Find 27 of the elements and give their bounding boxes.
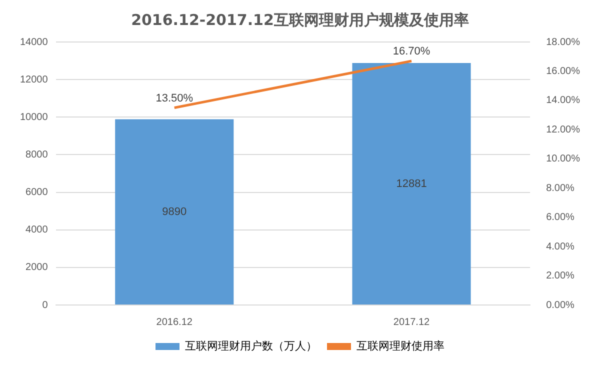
x-tick-label: 2016.12	[156, 316, 193, 328]
y-tick-label: 12000	[20, 74, 48, 86]
data-label: 12881	[396, 178, 427, 190]
y2-tick-label: 4.00%	[546, 241, 575, 252]
y-tick-label: 4000	[26, 224, 48, 236]
y2-tick-label: 18.00%	[546, 36, 580, 48]
y2-tick-label: 16.00%	[546, 66, 580, 77]
data-label: 13.50%	[156, 92, 194, 104]
y-tick-label: 14000	[20, 36, 48, 48]
y-tick-label: 0	[42, 300, 48, 311]
y2-tick-label: 6.00%	[546, 212, 575, 224]
y-tick-label: 8000	[26, 149, 48, 160]
y-tick-label: 6000	[26, 187, 48, 198]
y2-tick-label: 12.00%	[546, 124, 580, 136]
y2-tick-label: 0.00%	[546, 300, 575, 311]
y-tick-label: 10000	[20, 112, 48, 123]
data-label: 9890	[162, 206, 187, 218]
y-tick-label: 2000	[26, 262, 48, 274]
y2-tick-label: 2.00%	[546, 270, 575, 282]
x-tick-label: 2017.12	[393, 316, 430, 328]
data-label: 16.70%	[392, 46, 430, 58]
legend-label: 互联网理财使用率	[356, 340, 444, 353]
legend-label: 互联网理财用户数（万人）	[185, 340, 317, 353]
y2-tick-label: 8.00%	[546, 182, 575, 194]
y2-tick-label: 14.00%	[546, 95, 580, 106]
y2-tick-label: 10.00%	[546, 154, 580, 165]
chart-title: 2016.12-2017.12互联网理财用户规模及使用率	[131, 10, 469, 29]
